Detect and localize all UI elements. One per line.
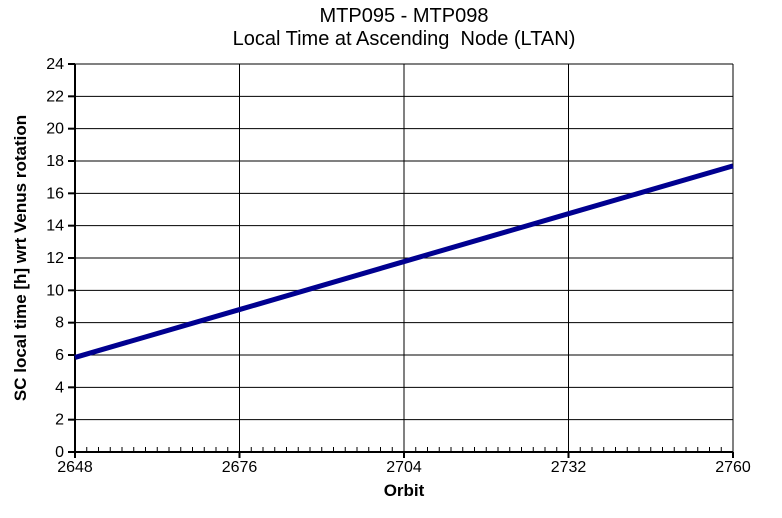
y-tick-label: 24 (46, 56, 64, 73)
x-tick-label: 2676 (222, 459, 258, 476)
chart-title: MTP095 - MTP098 (319, 5, 489, 27)
y-tick-label: 14 (46, 218, 64, 235)
x-tick-label: 2704 (386, 459, 422, 476)
y-tick-label: 6 (55, 347, 64, 364)
x-tick-label: 2648 (57, 459, 93, 476)
y-tick-label: 12 (46, 250, 64, 267)
x-tick-label: 2732 (551, 459, 587, 476)
y-tick-label: 22 (46, 88, 64, 105)
chart-subtitle: Local Time at Ascending Node (LTAN) (232, 28, 576, 50)
y-tick-label: 8 (55, 315, 64, 332)
y-tick-label: 16 (46, 185, 64, 202)
y-axis-title: SC local time [h] wrt Venus rotation (11, 114, 30, 402)
y-tick-label: 2 (55, 412, 64, 429)
y-tick-label: 20 (46, 121, 64, 138)
y-tick-label: 18 (46, 153, 64, 170)
x-axis-title: Orbit (383, 481, 425, 500)
y-tick-label: 0 (55, 444, 64, 461)
data-line (74, 163, 734, 360)
x-tick-label: 2760 (715, 459, 751, 476)
y-tick-label: 10 (46, 282, 64, 299)
y-tick-label: 4 (55, 379, 64, 396)
